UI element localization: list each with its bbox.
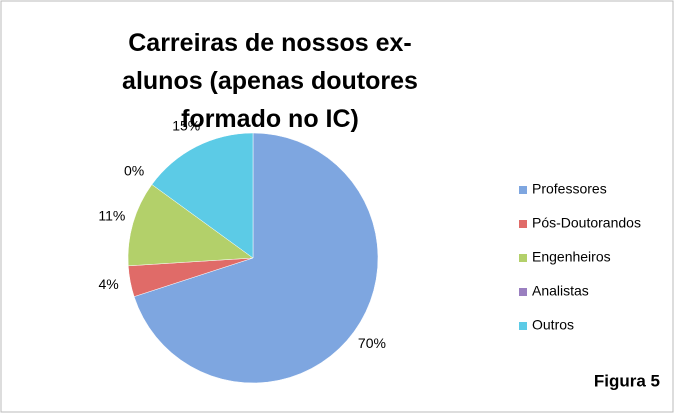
data-label: 70% — [358, 335, 386, 351]
pie-slice — [127, 184, 254, 267]
annotation: Figura 5 — [594, 371, 660, 390]
pie-slice — [133, 132, 379, 384]
legend-swatch — [519, 220, 527, 228]
data-label: 15% — [172, 118, 200, 134]
legend-label: Professores — [532, 181, 607, 197]
pie-slice — [151, 132, 254, 259]
chart-title: Carreiras de nossos ex-alunos (apenas do… — [122, 29, 418, 133]
legend-label: Outros — [532, 317, 574, 333]
legend-label: Engenheiros — [532, 249, 611, 265]
legend-label: Analistas — [532, 283, 589, 299]
data-label: 11% — [98, 208, 125, 224]
legend-swatch — [519, 322, 527, 330]
legend-swatch — [519, 186, 527, 194]
legend-swatch — [519, 288, 527, 296]
data-label: 0% — [124, 162, 144, 178]
legend-label: Pós-Doutorandos — [532, 215, 641, 231]
legend-swatch — [519, 254, 527, 262]
data-label: 4% — [98, 276, 118, 292]
